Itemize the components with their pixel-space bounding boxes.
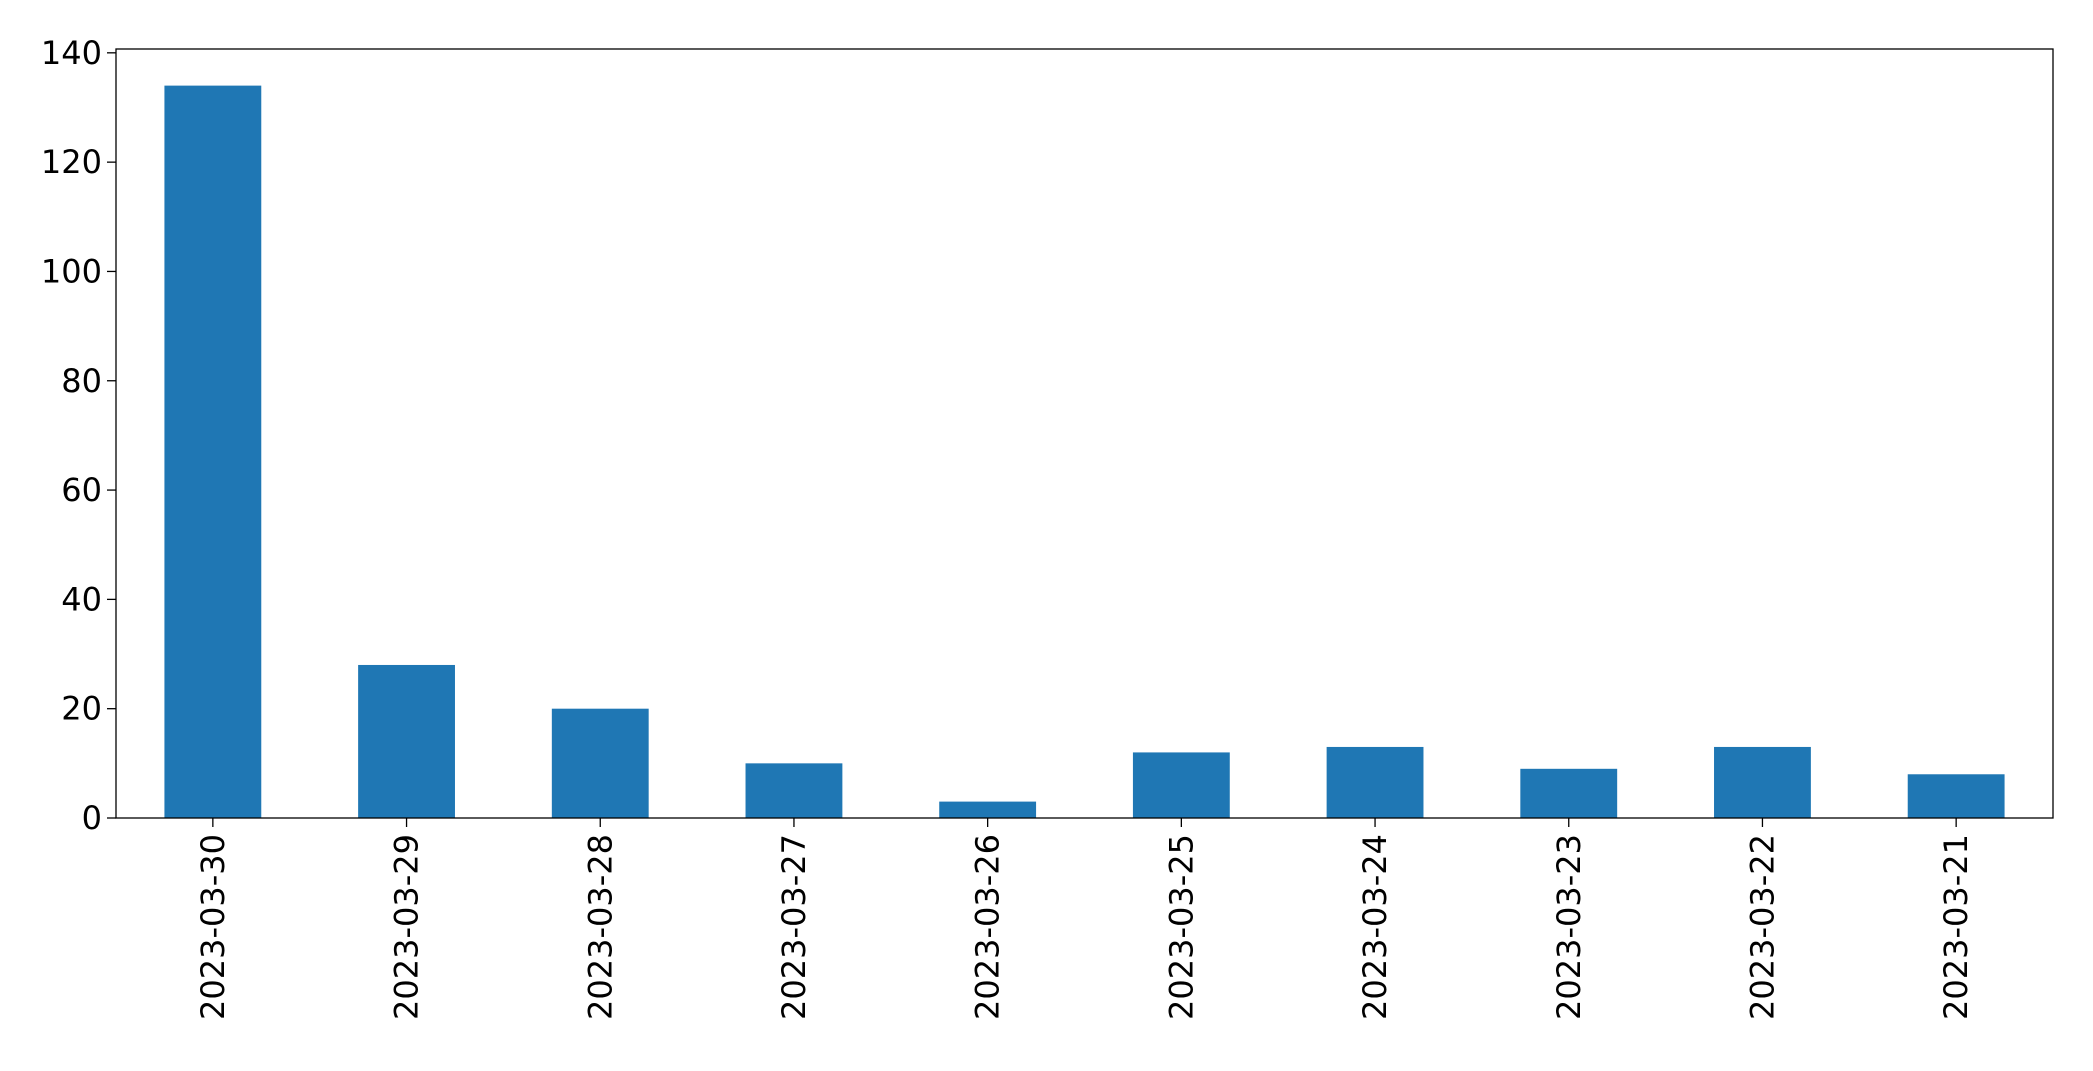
- x-tick-label: 2023-03-29: [388, 834, 426, 1020]
- bar: [1132, 752, 1230, 818]
- bar: [1326, 746, 1424, 818]
- bar: [745, 763, 843, 818]
- x-tick-label: 2023-03-22: [1743, 834, 1781, 1020]
- y-tick-label: 100: [41, 252, 102, 290]
- bar: [1907, 774, 2005, 818]
- y-tick-label: 120: [41, 143, 102, 181]
- x-tick-label: 2023-03-30: [194, 834, 232, 1020]
- bar: [939, 801, 1037, 818]
- x-tick-label: 2023-03-27: [775, 834, 813, 1020]
- x-tick-label: 2023-03-28: [581, 834, 619, 1020]
- bar: [551, 708, 649, 818]
- bar: [1714, 746, 1811, 818]
- y-tick-label: 20: [61, 690, 102, 728]
- x-tick-label: 2023-03-26: [969, 834, 1007, 1020]
- y-tick-label: 80: [61, 362, 102, 400]
- x-tick-label: 2023-03-24: [1356, 834, 1394, 1020]
- bar: [164, 85, 262, 819]
- x-tick-label: 2023-03-25: [1162, 834, 1200, 1020]
- plot-frame: [115, 48, 2054, 819]
- y-tick-label: 60: [61, 471, 102, 509]
- y-tick-label: 140: [41, 34, 102, 72]
- y-tick-label: 40: [61, 580, 102, 618]
- y-tick-label: 0: [82, 799, 102, 837]
- x-tick-label: 2023-03-23: [1550, 834, 1588, 1020]
- bar: [1520, 768, 1618, 818]
- x-tick-label: 2023-03-21: [1937, 834, 1975, 1020]
- bar: [358, 664, 455, 818]
